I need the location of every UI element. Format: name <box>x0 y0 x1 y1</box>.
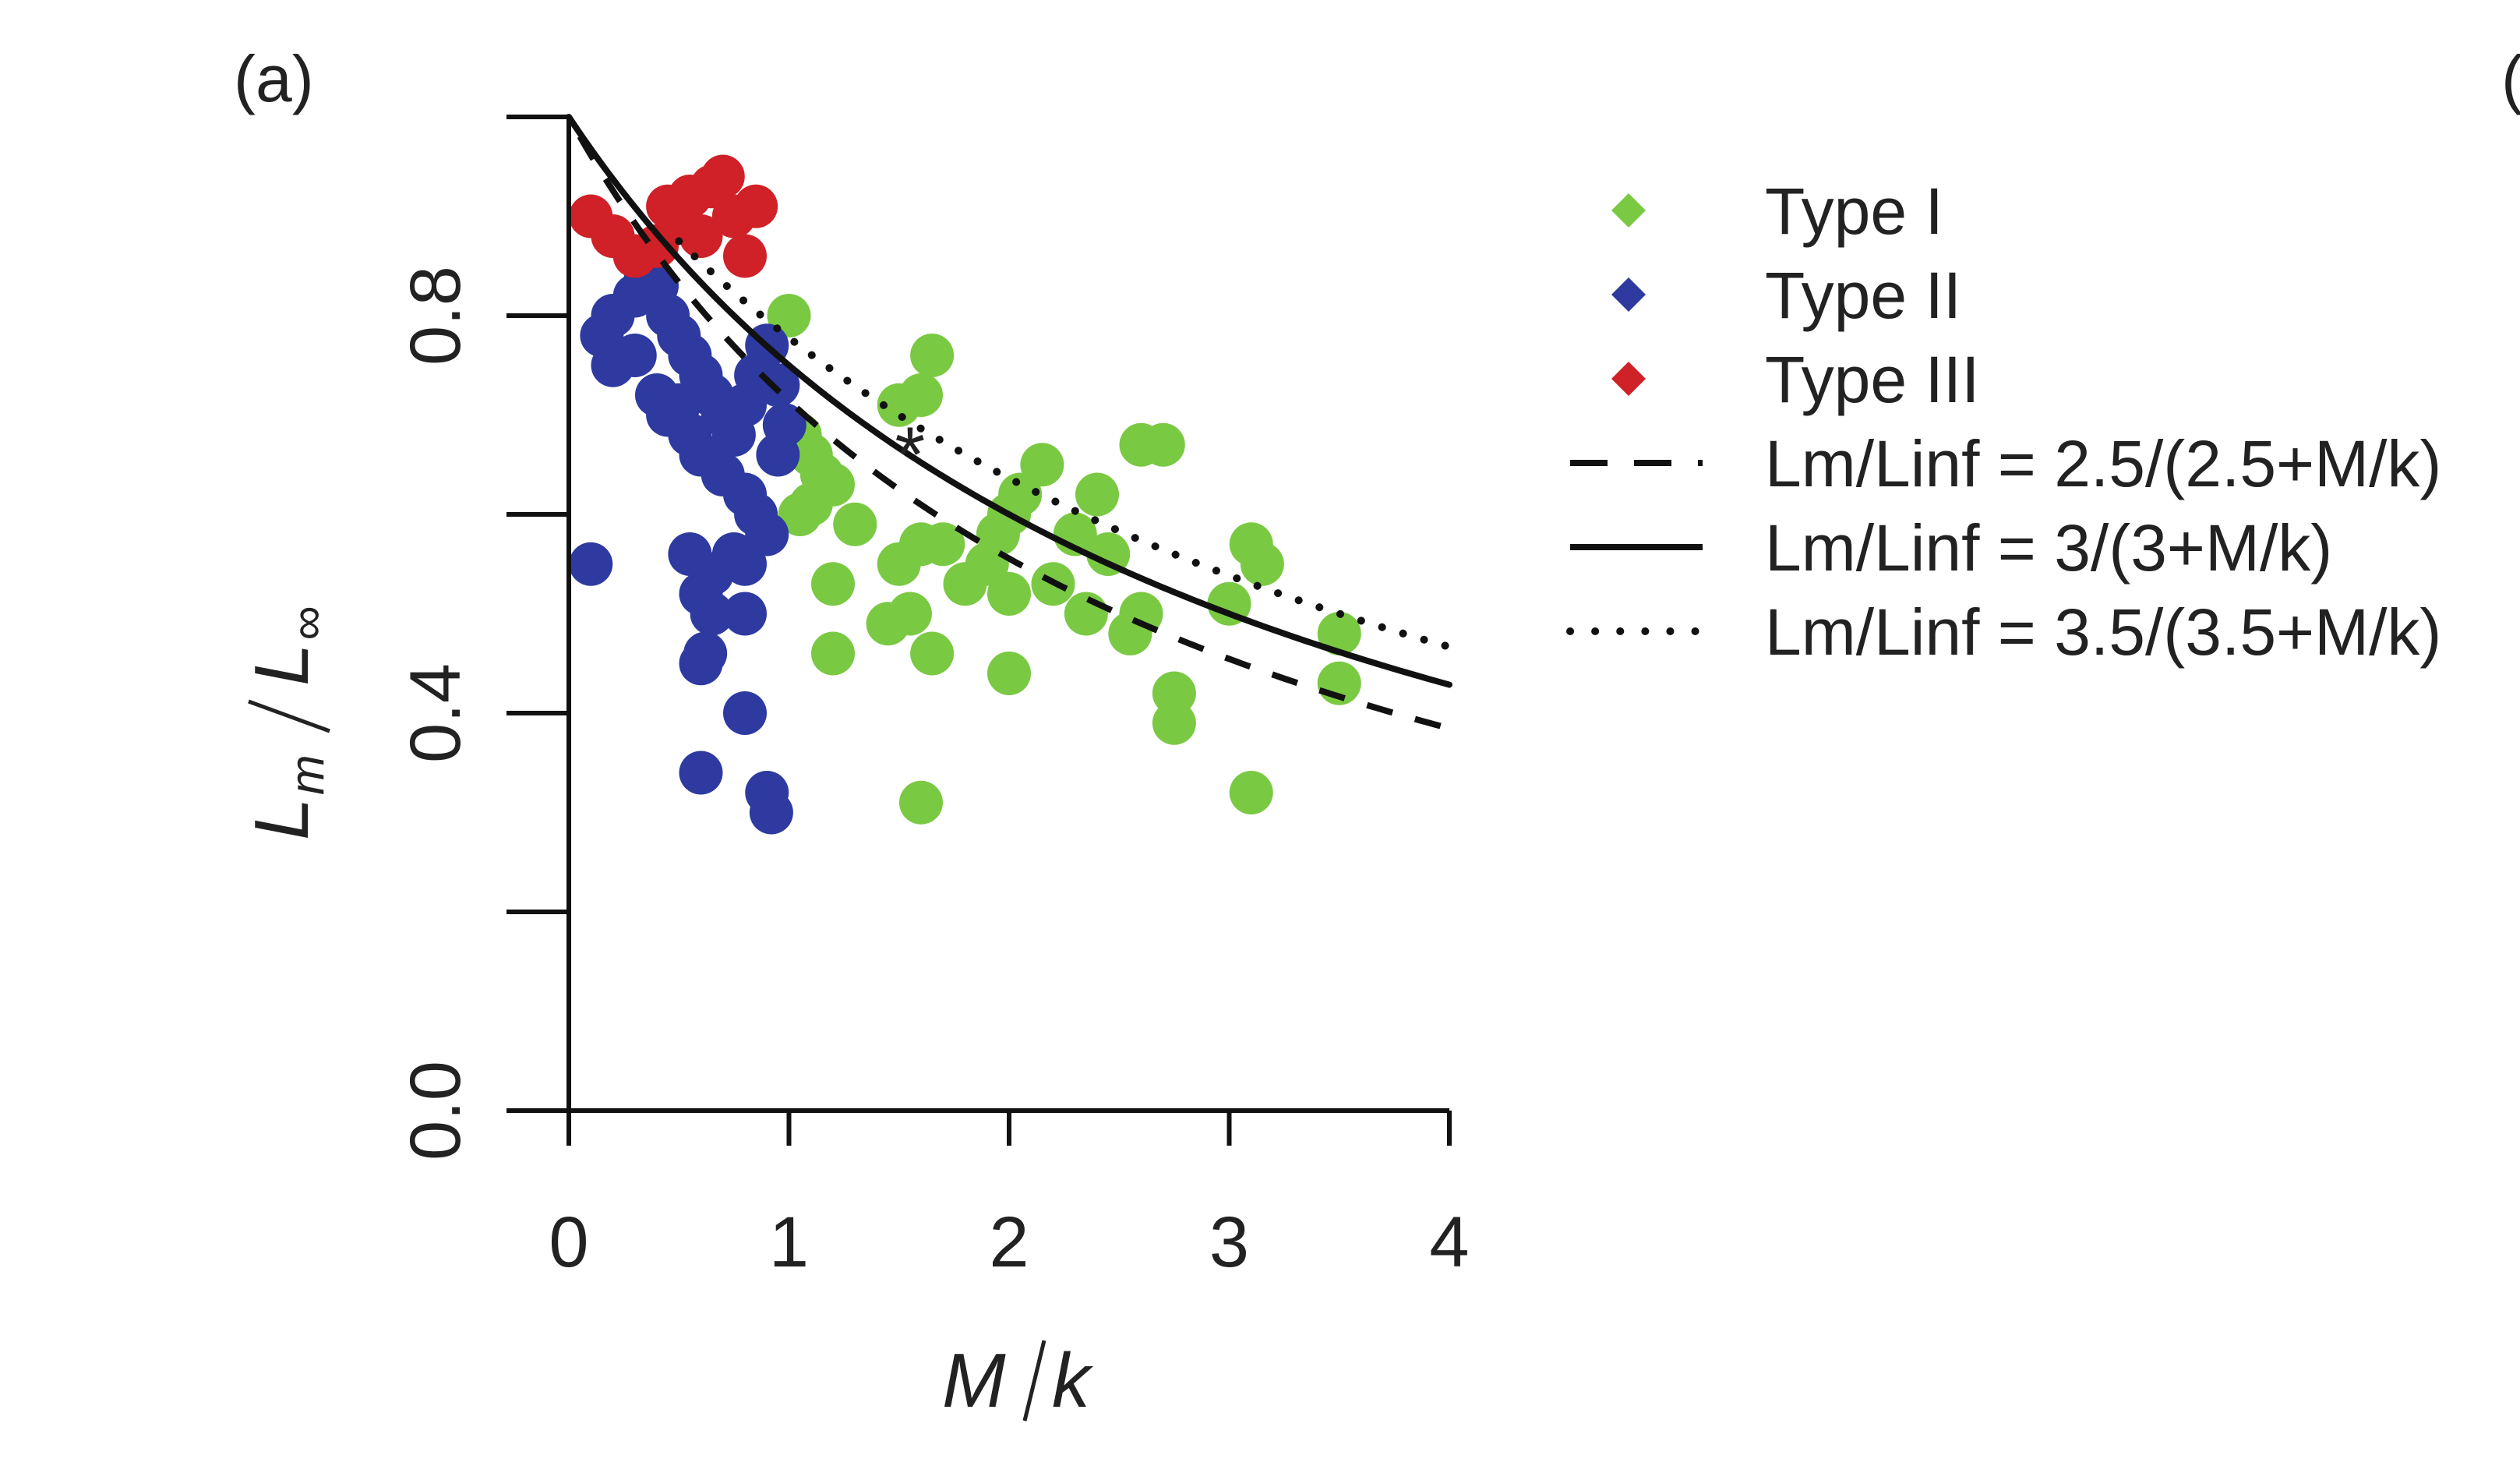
legend-item-6: Lm/Linf = 3.5/(3.5+M/k) <box>1566 595 2441 669</box>
y-tick-label-2: 0.4 <box>396 663 475 763</box>
legend-item-4: Lm/Linf = 2.5/(2.5+M/k) <box>1570 427 2441 500</box>
type-1-point-11 <box>811 562 855 606</box>
type-1-point-27 <box>1086 532 1131 576</box>
type-2-point-31 <box>668 532 712 576</box>
legend-marker-3 <box>1611 362 1646 396</box>
legend-label-6: Lm/Linf = 3.5/(3.5+M/k) <box>1765 595 2441 669</box>
type-3-point-11 <box>723 234 767 278</box>
annotation-layer: * <box>895 412 925 499</box>
type-1-point-32 <box>1141 422 1185 467</box>
type-1-point-24 <box>987 652 1031 695</box>
type-2-point-36 <box>679 641 723 686</box>
type-1-point-9 <box>789 482 833 527</box>
x-tick-label-1: 1 <box>769 1203 809 1282</box>
curve-layer <box>566 114 1453 732</box>
svg-text:L: L <box>238 797 324 840</box>
x-tick-label-4: 4 <box>1429 1203 1469 1282</box>
curve-2 <box>566 114 1452 688</box>
type-1-point-30 <box>1119 592 1163 636</box>
type-1-point-42 <box>899 780 943 825</box>
svg-text:m: m <box>281 754 334 795</box>
x-tick-label-3: 3 <box>1209 1203 1249 1282</box>
legend-marker-1 <box>1611 193 1646 228</box>
svg-text:k: k <box>1052 1337 1094 1423</box>
svg-text:L: L <box>238 643 324 686</box>
legend-label-5: Lm/Linf = 3/(3+M/k) <box>1765 511 2332 585</box>
y-tick-label-0: 0.0 <box>396 1061 475 1160</box>
panel-label: (a) <box>234 42 314 115</box>
y-axis-title: L m L ∞ <box>238 606 334 840</box>
tick-layer: 0 1 2 3 4 0.0 0.4 0.8 <box>396 115 1470 1282</box>
plot-area: * 0 1 2 3 4 0.0 0.4 0.8 <box>396 114 1470 1282</box>
series-1-points <box>767 294 1361 825</box>
type-1-point-14 <box>888 592 932 636</box>
type-1-point-41 <box>811 631 855 676</box>
type-2-point-34 <box>723 592 767 636</box>
type-1-point-1 <box>910 334 955 377</box>
type-1-point-10 <box>833 502 877 546</box>
curve-3 <box>675 237 1453 651</box>
legend-label-4: Lm/Linf = 2.5/(2.5+M/k) <box>1765 427 2441 500</box>
type-1-point-38 <box>1317 612 1361 655</box>
legend-label-2: Type II <box>1765 259 1961 332</box>
type-1-point-17 <box>910 631 955 676</box>
type-2-point-38 <box>679 751 723 795</box>
curve-1 <box>577 134 1451 732</box>
svg-text:∞: ∞ <box>281 606 334 641</box>
type-3-point-9 <box>701 154 745 199</box>
x-axis-title: M k <box>942 1337 1094 1423</box>
legend-item-2: Type II <box>1611 259 1961 332</box>
legend-label-1: Type I <box>1765 175 1943 248</box>
type-1-point-34 <box>1152 701 1196 745</box>
type-2-point-27 <box>745 512 789 556</box>
type-1-point-43 <box>987 572 1031 616</box>
type-1-point-36 <box>1240 542 1284 586</box>
legend-item-3: Type III <box>1611 343 1979 416</box>
type-1-point-26 <box>1075 472 1119 517</box>
series-3-points <box>569 154 778 278</box>
type-1-point-28 <box>1064 592 1108 636</box>
data-layer <box>569 154 1361 835</box>
type-3-point-7 <box>679 214 723 258</box>
legend-item-5: Lm/Linf = 3/(3+M/k) <box>1570 511 2332 585</box>
type-2-point-16 <box>756 363 800 408</box>
type-2-point-37 <box>723 691 767 735</box>
legend-label-3: Type III <box>1765 343 1979 416</box>
next-panel-label: ( <box>2501 42 2520 115</box>
type-2-point-42 <box>762 403 806 447</box>
annotation-0: * <box>895 412 925 499</box>
type-1-point-22 <box>1020 443 1064 487</box>
type-1-point-33 <box>1152 671 1196 715</box>
type-1-point-40 <box>1229 771 1273 814</box>
type-2-point-29 <box>723 542 767 586</box>
type-2-point-33 <box>690 592 734 636</box>
y-tick-label-4: 0.8 <box>396 266 475 366</box>
x-tick-label-0: 0 <box>549 1203 588 1282</box>
type-2-point-40 <box>749 790 793 835</box>
type-2-point-18 <box>612 334 657 377</box>
type-2-point-0 <box>569 542 613 586</box>
series-2-points <box>569 254 806 835</box>
type-3-point-12 <box>734 184 778 228</box>
type-1-point-44 <box>943 562 987 606</box>
legend: Type I Type II Type III Lm/Linf = 2.5/(2.5+… <box>1566 175 2441 669</box>
legend-item-1: Type I <box>1611 175 1943 248</box>
legend-marker-2 <box>1611 277 1646 312</box>
svg-text:M: M <box>942 1337 1006 1423</box>
type-1-point-16 <box>921 522 965 567</box>
type-1-point-3 <box>877 383 921 427</box>
x-tick-label-2: 2 <box>989 1203 1029 1282</box>
type-1-point-21 <box>998 472 1043 517</box>
